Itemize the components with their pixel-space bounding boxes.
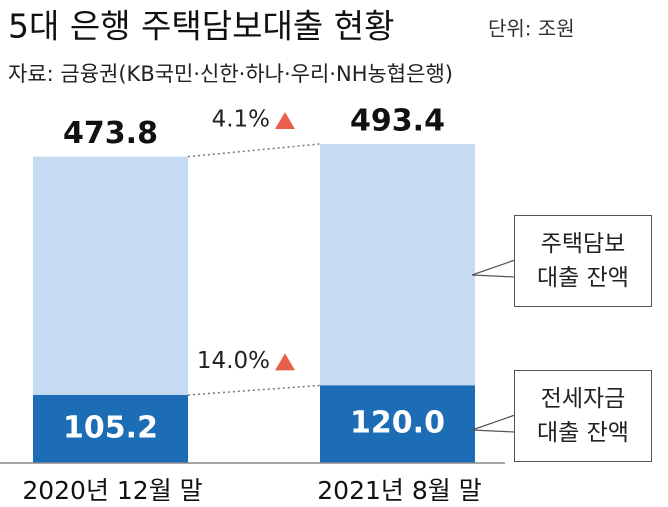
- x-tick-label: 2021년 8월 말: [317, 476, 481, 505]
- x-tick-label: 2020년 12월 말: [22, 476, 202, 505]
- legend-callout: 전세자금 대출 잔액: [514, 370, 652, 462]
- up-triangle: [275, 112, 295, 129]
- growth-label: 4.1%: [212, 107, 270, 133]
- up-triangle: [275, 353, 295, 371]
- bar: [320, 385, 475, 463]
- chart-title: 5대 은행 주택담보대출 현황: [8, 7, 394, 46]
- connector: [187, 384, 321, 396]
- value-label: 493.4: [350, 104, 445, 139]
- source: 자료: 금융권(KB국민·신한·하나·우리·NH농협은행): [8, 62, 453, 86]
- legend-callout: 주택담보 대출 잔액: [514, 215, 652, 307]
- value-label: 473.8: [63, 116, 158, 151]
- value-label: 120.0: [350, 406, 445, 441]
- callout-pointer: [471, 414, 516, 433]
- connector: [187, 143, 321, 158]
- chart-subtitle: 단위: 조원: [488, 17, 575, 41]
- growth-label: 14.0%: [197, 348, 270, 374]
- value-label: 105.2: [63, 410, 158, 445]
- legend-label: 주택담보 대출 잔액: [537, 231, 629, 291]
- callout-pointer: [471, 259, 516, 278]
- legend-label: 전세자금 대출 잔액: [537, 386, 629, 446]
- bar: [33, 394, 188, 463]
